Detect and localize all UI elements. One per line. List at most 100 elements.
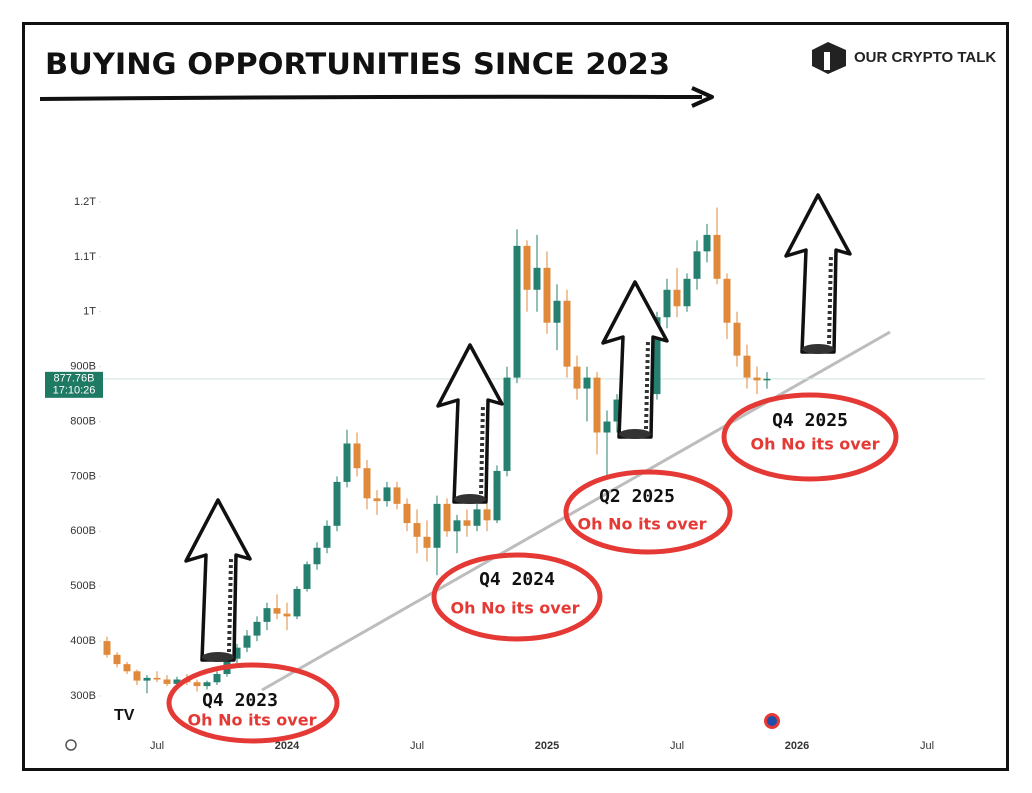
candle-body (763, 378, 771, 381)
y-tick-label: 500B (70, 580, 96, 592)
candle-body (703, 234, 711, 252)
candle-body (413, 523, 421, 537)
annotation-title: Q4 2023 (202, 690, 278, 711)
candle-body (593, 377, 601, 433)
y-tick-label: 800B (70, 415, 96, 427)
candle-body (443, 503, 451, 532)
annotation-subtitle: Oh No its over (451, 599, 580, 618)
candle-body (513, 245, 521, 378)
tv-logo: TV (114, 707, 135, 724)
candle-body (153, 677, 161, 680)
candle-body (353, 443, 361, 469)
candle-body (483, 509, 491, 521)
candle-body (533, 267, 541, 290)
x-tick-label: 2025 (535, 740, 559, 752)
y-tick-label: 600B (70, 525, 96, 537)
candle-body (693, 251, 701, 279)
candle-body (313, 547, 321, 565)
last-price-label: 877.76B (54, 373, 95, 385)
candle-body (323, 525, 331, 548)
candle-body (723, 278, 731, 323)
candle-body (393, 487, 401, 504)
candle-body (333, 481, 341, 526)
x-tick-label: Jul (670, 740, 684, 752)
up-arrow (184, 498, 252, 662)
y-tick-label: 1T (83, 306, 96, 318)
chart-title: BUYING OPPORTUNITIES SINCE 2023 (45, 47, 670, 81)
candle-body (243, 635, 251, 648)
x-tick-label: Jul (150, 740, 164, 752)
candle-body (523, 245, 531, 290)
candle-body (263, 608, 271, 622)
candle-body (273, 608, 281, 614)
candle-body (343, 443, 351, 482)
annotation-circle (721, 392, 899, 482)
candle-body (733, 322, 741, 356)
event-icon-inner (767, 716, 777, 726)
y-tick-label: 400B (70, 635, 96, 647)
candle-body (163, 679, 171, 684)
annotation-title: Q2 2025 (599, 486, 675, 507)
up-arrow-base (802, 344, 834, 354)
up-arrow (784, 193, 852, 354)
candle-body (673, 289, 681, 307)
candle-body (603, 421, 611, 433)
annotation-title: Q4 2024 (479, 569, 555, 590)
candle-body (403, 503, 411, 524)
frame (22, 22, 1009, 771)
candle-body (293, 588, 301, 617)
last-price-box (45, 371, 103, 398)
countdown: 17:10:26 (53, 385, 96, 397)
candle-body (713, 234, 721, 279)
candle-body (663, 289, 671, 318)
candle-body (383, 487, 391, 502)
y-tick-label: 700B (70, 470, 96, 482)
candle-body (103, 641, 111, 655)
annotation-title: Q4 2025 (772, 410, 848, 431)
candle-body (113, 654, 121, 665)
up-arrow (601, 280, 669, 439)
title-arrowhead (691, 86, 714, 108)
candle-body (283, 613, 291, 617)
candle-body (653, 317, 661, 395)
y-tick-label: 1.2T (74, 196, 96, 208)
brand-logo: OUR CRYPTO TALK (812, 42, 996, 74)
title-underline (39, 94, 703, 101)
candle-body (303, 564, 311, 589)
candle-body (433, 503, 441, 548)
up-arrow (436, 343, 504, 504)
candle-body (133, 671, 141, 681)
y-tick-label: 300B (70, 690, 96, 702)
candle-body (573, 366, 581, 389)
candle-body (143, 677, 151, 681)
up-arrow-shade (644, 340, 650, 430)
up-arrow-base (202, 652, 234, 662)
up-arrow-base (454, 494, 486, 504)
candle-body (123, 664, 131, 672)
candle-body (213, 674, 221, 683)
y-tick-label: 1.1T (74, 251, 96, 263)
brand-name: OUR CRYPTO TALK (854, 49, 996, 66)
candle-body (373, 498, 381, 502)
annotation-circle (431, 552, 603, 642)
candle-body (253, 621, 261, 636)
candle-body (683, 278, 691, 307)
candle-body (543, 267, 551, 323)
annotation-subtitle: Oh No its over (578, 515, 707, 534)
x-tick-label: 2026 (785, 740, 809, 752)
candle-body (563, 300, 571, 367)
candle-body (583, 377, 591, 389)
up-arrow-base (619, 429, 651, 439)
candle-body (553, 300, 561, 323)
trend-line (261, 330, 891, 692)
candle-body (193, 682, 201, 687)
y-tick-label: 900B (70, 361, 96, 373)
candle-body (233, 647, 241, 659)
candle-body (203, 682, 211, 687)
candle-body (493, 470, 501, 521)
annotation-circle (166, 662, 340, 744)
settings-icon[interactable] (65, 739, 77, 751)
candle-body (423, 536, 431, 548)
candle-body (613, 399, 621, 422)
candle-body (473, 509, 481, 526)
